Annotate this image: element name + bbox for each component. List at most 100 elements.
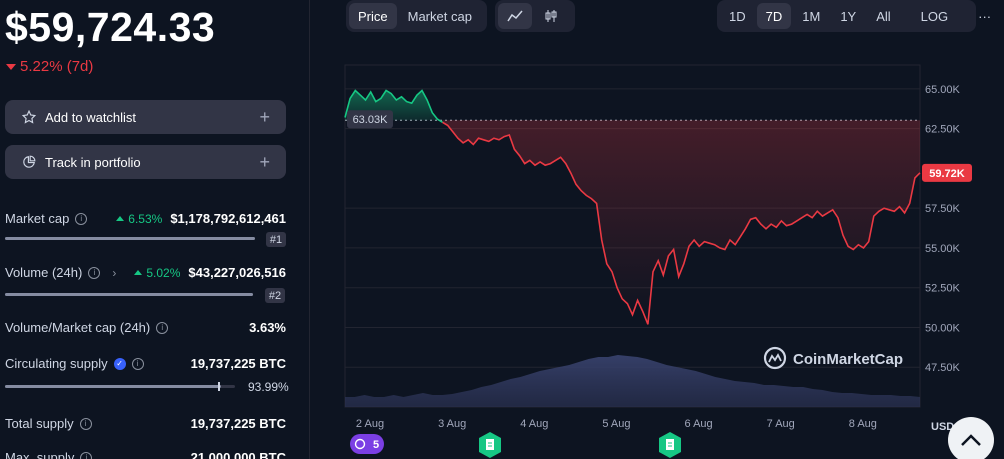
y-tick-label: 62.50K xyxy=(925,124,961,136)
y-tick-label: 57.50K xyxy=(925,203,961,215)
max-supply-value: 21,000,000 BTC xyxy=(190,450,286,459)
info-icon[interactable]: i xyxy=(88,266,101,279)
volume-mcap-value: 3.63% xyxy=(249,320,286,335)
time-range-toggle: 1D 7D 1M 1Y All LOG ··· xyxy=(717,0,991,32)
market-cap-value: $1,178,792,612,461 xyxy=(170,211,286,226)
add-to-watchlist-button[interactable]: Add to watchlist + xyxy=(5,100,286,134)
current-price: $59,724.33 xyxy=(5,4,216,50)
info-icon[interactable]: i xyxy=(75,212,88,225)
track-portfolio-button[interactable]: Track in portfolio + xyxy=(5,145,286,179)
log-scale-button[interactable]: LOG xyxy=(920,8,949,24)
marker-pill xyxy=(350,434,384,454)
price-change-7d: 5.22% (7d) xyxy=(6,58,93,75)
price-series: 63.03K 59.72K xyxy=(344,89,972,325)
total-supply-label: Total supply xyxy=(5,416,74,431)
tab-market-cap[interactable]: Market cap xyxy=(407,8,472,24)
event-marker[interactable]: 5 xyxy=(350,434,384,454)
total-supply-value: 19,737,225 BTC xyxy=(190,416,286,431)
price-chart[interactable]: 63.03K 59.72K 65.00K 62.50K 57.50K 55.00K 52.… xyxy=(330,55,1004,459)
event-markers[interactable]: 5 xyxy=(350,432,681,458)
market-cap-rank: #1 xyxy=(266,232,286,247)
y-tick-label: 50.00K xyxy=(925,322,961,334)
market-cap-bar xyxy=(5,237,255,240)
history-icon xyxy=(354,438,366,450)
candlestick-icon xyxy=(545,10,557,22)
line-chart-button[interactable] xyxy=(498,3,532,29)
current-price-box xyxy=(922,163,972,182)
circulating-label: Circulating supply xyxy=(5,356,108,371)
volume-area xyxy=(345,355,920,407)
more-options-button[interactable]: ··· xyxy=(978,8,992,24)
range-1d[interactable]: 1D xyxy=(729,8,746,24)
circulating-progress-marker xyxy=(218,382,220,391)
current-price-label: 59.72K xyxy=(929,168,965,180)
x-tick-label: 8 Aug xyxy=(849,418,877,430)
volume-value: $43,227,026,516 xyxy=(188,265,286,280)
x-tick-label: 3 Aug xyxy=(438,418,466,430)
series-line-down xyxy=(442,121,921,325)
max-supply-row: Max. supply i 21,000,000 BTC xyxy=(5,450,286,459)
x-tick-label: 7 Aug xyxy=(767,418,795,430)
plus-icon: + xyxy=(259,106,270,127)
total-supply-row: Total supply i 19,737,225 BTC xyxy=(5,416,286,431)
x-tick-label: 5 Aug xyxy=(602,418,630,430)
range-all[interactable]: All xyxy=(876,8,891,24)
marker-count: 5 xyxy=(373,439,379,451)
info-icon[interactable]: i xyxy=(80,451,93,459)
chevron-right-icon[interactable]: › xyxy=(112,265,117,280)
y-tick-label: 55.00K xyxy=(925,243,961,255)
x-axis: 2 Aug 3 Aug 4 Aug 5 Aug 6 Aug 7 Aug 8 Aug xyxy=(356,418,877,430)
candlestick-button[interactable] xyxy=(534,3,568,29)
info-icon[interactable]: i xyxy=(79,417,92,430)
y-tick-label: 52.50K xyxy=(925,283,961,295)
range-7d[interactable]: 7D xyxy=(756,3,792,29)
chart-type-toggle xyxy=(495,0,575,32)
scroll-to-top-button[interactable] xyxy=(948,417,994,459)
plus-icon: + xyxy=(259,151,270,172)
volume-mcap-row: Volume/Market cap (24h) i 3.63% xyxy=(5,320,286,335)
caret-down-icon xyxy=(6,63,16,70)
loss-area xyxy=(442,120,920,325)
volume-change: 5.02% xyxy=(146,265,181,280)
start-price-label: 63.03K xyxy=(353,114,389,126)
range-1y[interactable]: 1Y xyxy=(840,8,857,24)
circulating-progress xyxy=(5,382,235,391)
circulating-percent: 93.99% xyxy=(248,380,289,394)
portfolio-label: Track in portfolio xyxy=(45,154,141,170)
info-icon[interactable]: i xyxy=(131,357,144,370)
x-tick-label: 4 Aug xyxy=(520,418,548,430)
event-marker[interactable] xyxy=(479,432,501,458)
volume-rank: #2 xyxy=(265,288,285,303)
volume-label: Volume (24h) xyxy=(5,265,83,280)
market-cap-change: 6.53% xyxy=(128,211,163,226)
x-tick-label: 6 Aug xyxy=(685,418,713,430)
max-supply-label: Max. supply xyxy=(5,450,75,459)
document-icon xyxy=(666,439,674,450)
currency-label: USD xyxy=(931,421,954,433)
x-tick-label: 2 Aug xyxy=(356,418,384,430)
chart-mode-toggle: Price Market cap xyxy=(346,0,487,32)
volume-row: Volume (24h) i › 5.02% $43,227,026,516 xyxy=(5,265,286,280)
market-cap-label: Market cap xyxy=(5,211,70,226)
start-label-box xyxy=(347,110,393,129)
volume-bars xyxy=(345,355,920,407)
volume-mcap-label: Volume/Market cap (24h) xyxy=(5,320,151,335)
chevron-up-icon xyxy=(961,434,981,446)
event-marker[interactable] xyxy=(659,432,681,458)
y-tick-label: 65.00K xyxy=(925,84,961,96)
market-cap-row: Market cap i 6.53% $1,178,792,612,461 xyxy=(5,211,286,226)
coinmarketcap-watermark: CoinMarketCap xyxy=(763,346,903,370)
caret-up-icon xyxy=(134,270,143,275)
watchlist-label: Add to watchlist xyxy=(45,109,137,125)
caret-up-icon xyxy=(116,216,125,221)
series-line-up xyxy=(344,89,443,123)
circulating-supply-row: Circulating supply ✓ i 19,737,225 BTC xyxy=(5,356,286,371)
verified-icon: ✓ xyxy=(113,357,126,370)
watermark-text: CoinMarketCap xyxy=(793,351,903,368)
coin-stats-panel: $59,724.33 5.22% (7d) Add to watchlist +… xyxy=(0,0,310,459)
price-change-text: 5.22% (7d) xyxy=(20,58,94,75)
info-icon[interactable]: i xyxy=(156,321,169,334)
tab-price[interactable]: Price xyxy=(349,3,397,29)
document-icon xyxy=(486,439,494,450)
range-1m[interactable]: 1M xyxy=(802,8,821,24)
